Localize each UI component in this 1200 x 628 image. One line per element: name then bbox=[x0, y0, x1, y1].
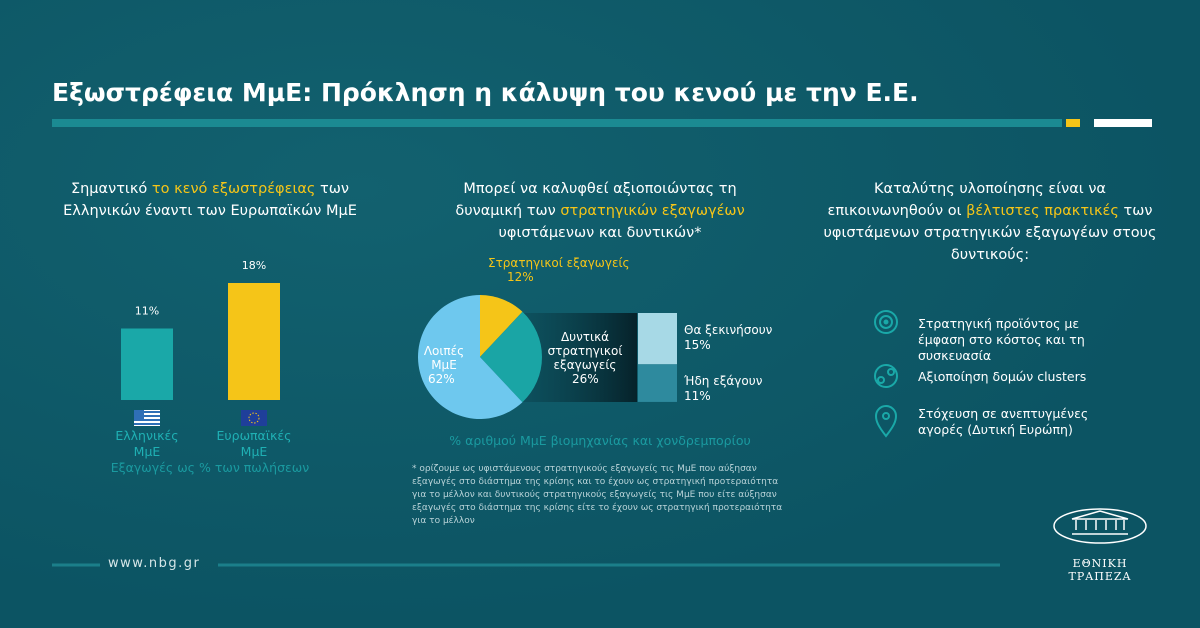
segment-value: 11% bbox=[684, 389, 711, 404]
pie-slice bbox=[417, 295, 523, 419]
heading-text: των υφιστάμενων στρατηγικών εξαγωγέων στ… bbox=[823, 203, 1157, 263]
logo-text: ΕΘΝΙΚΗ ΤΡΑΠΕΖΑ bbox=[1068, 557, 1132, 583]
pie-slice bbox=[480, 311, 542, 403]
heading-text: των Ελληνικών έναντι των Ευρωπαϊκών ΜμΕ bbox=[63, 181, 357, 219]
segment-name: Ήδη εξάγουν bbox=[684, 374, 763, 389]
title-rule bbox=[52, 119, 1062, 127]
value-label: 11% bbox=[135, 305, 159, 318]
practice-item: Στρατηγική προϊόντος με έμφαση στο κόστο… bbox=[918, 316, 1085, 363]
category-label: Ελληνικές ΜμΕ bbox=[115, 428, 179, 459]
segment-name: Θα ξεκινήσουν bbox=[684, 323, 773, 337]
icons bbox=[874, 310, 898, 438]
x-axis-label: Εξαγωγές ως % των πωλήσεων bbox=[110, 460, 310, 475]
eu-flag bbox=[241, 410, 267, 426]
highlight: το κενό εξωστρέφειας bbox=[151, 181, 316, 197]
practice-item: Στόχευση σε ανεπτυγμένες αγορές (Δυτική … bbox=[918, 406, 1089, 437]
bar bbox=[228, 283, 280, 400]
greek-flag bbox=[134, 410, 160, 426]
heading-text: υφιστάμενων και δυντικών* bbox=[498, 225, 702, 241]
highlight: βέλτιστες πρακτικές bbox=[966, 203, 1119, 219]
heading-text: Σημαντικό bbox=[70, 181, 152, 197]
panel-heading: Καταλύτης υλοποίησης είναι να επικοινωνη… bbox=[820, 178, 1160, 266]
slice-value: 26% bbox=[572, 372, 599, 386]
slice-label: Στρατηγικοί εξαγωγείς bbox=[488, 256, 630, 270]
slice-label: Δυντικά στρατηγικοί εξαγωγείς bbox=[547, 330, 623, 372]
slice-value: 12% bbox=[507, 270, 534, 284]
category-label: Ευρωπαϊκές ΜμΕ bbox=[216, 428, 292, 459]
value-label: 18% bbox=[242, 259, 266, 272]
stacked-segment bbox=[638, 364, 677, 402]
heading-text: Μπορεί να καλυφθεί αξιοποιώντας τη δυναμ… bbox=[455, 181, 737, 219]
footnote: * ορίζουμε ως υφιστάμενους στρατηγικούς … bbox=[412, 464, 783, 526]
footer-link[interactable]: www.nbg.gr bbox=[108, 556, 201, 571]
pie-slice bbox=[480, 295, 523, 357]
logo bbox=[1053, 508, 1147, 544]
panel-heading: Σημαντικό το κενό εξωστρέφειας των Ελλην… bbox=[45, 178, 375, 222]
segment-value: 15% bbox=[684, 338, 711, 352]
highlight: στρατηγικών εξαγωγέων bbox=[560, 203, 745, 219]
slice-label: Λοιπές ΜμΕ bbox=[423, 344, 465, 372]
bar bbox=[121, 328, 173, 400]
panel-heading: Μπορεί να καλυφθεί αξιοποιώντας τη δυναμ… bbox=[430, 178, 770, 244]
stacked-segment bbox=[638, 313, 677, 365]
title: Εξωστρέφεια ΜμΕ: Πρόκληση η κάλυψη του κ… bbox=[52, 78, 919, 107]
slice-value: 62% bbox=[428, 372, 455, 386]
rule-accent bbox=[1094, 119, 1152, 127]
heading-text: Καταλύτης υλοποίησης είναι να επικοινωνη… bbox=[827, 181, 1106, 219]
rule-accent bbox=[1066, 119, 1080, 127]
practice-item: Αξιοποίηση δομών clusters bbox=[918, 369, 1087, 384]
chart-caption: % αριθμού ΜμΕ βιομηχανίας και χονδρεμπορ… bbox=[449, 433, 751, 448]
